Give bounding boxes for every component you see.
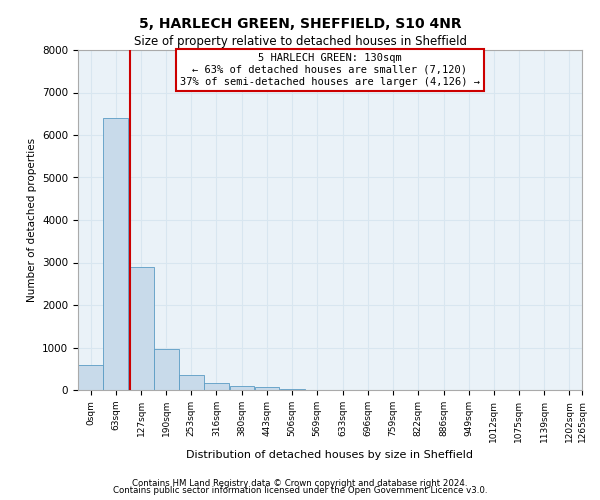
- Bar: [179, 374, 204, 390]
- Bar: [78, 364, 103, 390]
- X-axis label: Distribution of detached houses by size in Sheffield: Distribution of detached houses by size …: [187, 450, 473, 460]
- Bar: [280, 389, 305, 390]
- Text: 5 HARLECH GREEN: 130sqm
← 63% of detached houses are smaller (7,120)
37% of semi: 5 HARLECH GREEN: 130sqm ← 63% of detache…: [180, 54, 480, 86]
- Y-axis label: Number of detached properties: Number of detached properties: [26, 138, 37, 302]
- Text: Contains HM Land Registry data © Crown copyright and database right 2024.: Contains HM Land Registry data © Crown c…: [132, 478, 468, 488]
- Text: Contains public sector information licensed under the Open Government Licence v3: Contains public sector information licen…: [113, 486, 487, 495]
- Bar: [254, 388, 280, 390]
- Bar: [230, 386, 254, 390]
- Text: Size of property relative to detached houses in Sheffield: Size of property relative to detached ho…: [133, 35, 467, 48]
- Bar: [154, 349, 179, 390]
- Bar: [204, 383, 229, 390]
- Text: 5, HARLECH GREEN, SHEFFIELD, S10 4NR: 5, HARLECH GREEN, SHEFFIELD, S10 4NR: [139, 18, 461, 32]
- Bar: [103, 118, 128, 390]
- Bar: [129, 267, 154, 390]
